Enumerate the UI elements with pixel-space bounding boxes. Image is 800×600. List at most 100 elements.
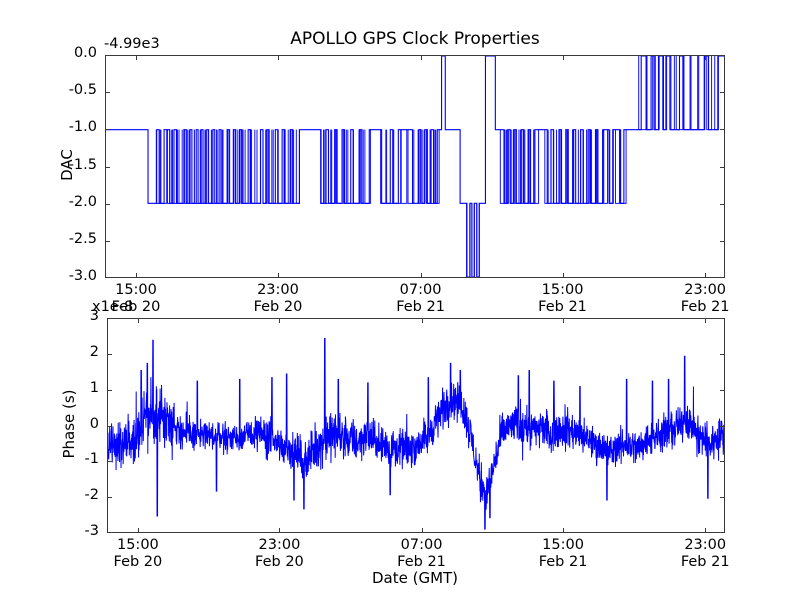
phase-xtick-mark bbox=[705, 528, 707, 533]
dac-step-cluster bbox=[544, 129, 627, 204]
dac-xtick-mark bbox=[563, 273, 565, 278]
dac-step-cluster bbox=[380, 129, 415, 204]
dac-ytick-label: -1.5 bbox=[68, 156, 97, 173]
phase-ytick-label: -2 bbox=[84, 487, 99, 504]
dac-xtick-time: 15:00 bbox=[541, 282, 584, 298]
phase-y-offset-label: x1e-8 bbox=[92, 299, 134, 315]
dac-xtick-mark bbox=[421, 273, 423, 278]
phase-ytick-mark bbox=[720, 426, 725, 428]
dac-ytick-mark bbox=[105, 167, 110, 169]
phase-ytick-mark bbox=[107, 426, 112, 428]
dac-xtick-mark bbox=[563, 55, 565, 60]
dac-ytick-mark bbox=[105, 92, 110, 94]
phase-xtick-label: 15:00 Feb 21 bbox=[511, 537, 615, 570]
dac-step-cluster bbox=[320, 129, 371, 204]
phase-ytick-mark bbox=[107, 461, 112, 463]
phase-xtick-label: 23:00 Feb 21 bbox=[653, 537, 757, 570]
phase-xtick-date: Feb 21 bbox=[538, 554, 588, 570]
dac-xtick-mark bbox=[136, 273, 138, 278]
dac-ytick-label: -2.5 bbox=[68, 230, 97, 247]
phase-xtick-label: 15:00 Feb 20 bbox=[86, 537, 190, 570]
dac-xtick-label: 15:00 Feb 21 bbox=[511, 282, 615, 315]
phase-ytick-label: -3 bbox=[84, 523, 99, 539]
phase-ytick-mark bbox=[720, 390, 725, 392]
phase-ytick-mark bbox=[107, 354, 112, 356]
phase-ytick-mark bbox=[107, 390, 112, 392]
dac-xtick-date: Feb 21 bbox=[396, 299, 445, 315]
dac-ytick-label: -3.0 bbox=[68, 268, 97, 284]
phase-xtick-date: Feb 21 bbox=[680, 554, 730, 570]
dac-xtick-time: 15:00 bbox=[115, 282, 157, 298]
phase-xtick-mark bbox=[422, 528, 424, 533]
phase-xtick-mark bbox=[422, 318, 424, 323]
dac-ytick-label: -2.0 bbox=[68, 193, 97, 210]
phase-xtick-label: 07:00 Feb 21 bbox=[370, 537, 474, 570]
phase-plot-line bbox=[108, 338, 724, 530]
phase-ytick-mark bbox=[720, 354, 725, 356]
phase-xtick-date: Feb 20 bbox=[255, 554, 304, 570]
phase-ytick-mark bbox=[107, 497, 112, 499]
phase-xtick-date: Feb 20 bbox=[113, 554, 163, 570]
phase-ytick-mark bbox=[720, 497, 725, 499]
phase-xtick-mark bbox=[279, 528, 281, 533]
phase-xtick-mark bbox=[279, 318, 281, 323]
phase-axis-ylabel: Phase (s) bbox=[60, 388, 78, 459]
dac-step-cluster bbox=[155, 129, 300, 204]
dac-ytick-label: -0.5 bbox=[68, 82, 97, 99]
dac-xtick-label: 23:00 Feb 21 bbox=[653, 282, 757, 315]
dac-ytick-mark bbox=[720, 92, 725, 94]
dac-axis-ylabel: DAC bbox=[58, 148, 76, 181]
phase-ytick-label: 1 bbox=[89, 379, 99, 396]
dac-xtick-label: 07:00 Feb 21 bbox=[369, 282, 473, 315]
phase-xtick-time: 07:00 bbox=[400, 537, 443, 553]
dac-ytick-mark bbox=[720, 167, 725, 169]
phase-ytick-mark bbox=[720, 461, 725, 463]
dac-ytick-mark bbox=[105, 129, 110, 131]
dac-plot-line bbox=[106, 56, 724, 277]
dac-ytick-label: -1.0 bbox=[68, 119, 97, 136]
dac-ytick-label: 0.0 bbox=[73, 45, 97, 61]
dac-xtick-time: 07:00 bbox=[399, 282, 442, 298]
dac-xtick-time: 23:00 bbox=[257, 282, 299, 298]
dac-step-cluster bbox=[638, 56, 719, 131]
phase-ytick-label: -1 bbox=[84, 451, 99, 468]
phase-xtick-mark bbox=[705, 318, 707, 323]
dac-step-path bbox=[106, 56, 724, 277]
dac-xtick-time: 23:00 bbox=[684, 282, 727, 298]
dac-xtick-mark bbox=[136, 55, 138, 60]
dac-xtick-date: Feb 21 bbox=[680, 299, 730, 315]
dac-xtick-date: Feb 20 bbox=[253, 299, 303, 315]
phase-xtick-mark bbox=[563, 318, 565, 323]
dac-step-cluster bbox=[466, 203, 480, 277]
dac-axes bbox=[105, 55, 725, 278]
dac-xtick-label: 23:00 Feb 20 bbox=[226, 282, 330, 315]
phase-axis-xlabel: Date (GMT) bbox=[371, 569, 459, 587]
dac-xtick-mark bbox=[421, 55, 423, 60]
dac-ytick-mark bbox=[105, 204, 110, 206]
dac-xtick-label: 15:00 Feb 20 bbox=[84, 282, 188, 315]
phase-xtick-mark bbox=[563, 528, 565, 533]
dac-y-offset-label: -4.99e3 bbox=[104, 36, 160, 52]
dac-xtick-date: Feb 21 bbox=[538, 299, 587, 315]
phase-xtick-mark bbox=[138, 528, 140, 533]
phase-noise-path bbox=[108, 338, 724, 530]
phase-xtick-time: 23:00 bbox=[258, 537, 301, 553]
phase-ytick-label: 2 bbox=[89, 343, 99, 360]
dac-xtick-date: Feb 20 bbox=[111, 299, 161, 315]
dac-xtick-mark bbox=[705, 273, 707, 278]
dac-step-cluster bbox=[417, 129, 440, 204]
dac-ytick-mark bbox=[105, 241, 110, 243]
phase-xtick-label: 23:00 Feb 20 bbox=[227, 537, 331, 570]
dac-xtick-mark bbox=[705, 55, 707, 60]
phase-xtick-mark bbox=[138, 318, 140, 323]
dac-ytick-mark bbox=[720, 204, 725, 206]
phase-xtick-time: 23:00 bbox=[684, 537, 727, 553]
phase-axes bbox=[107, 318, 725, 533]
phase-xtick-time: 15:00 bbox=[116, 537, 159, 553]
phase-xtick-date: Feb 21 bbox=[397, 554, 446, 570]
dac-step-cluster bbox=[499, 129, 540, 204]
phase-xtick-time: 15:00 bbox=[542, 537, 584, 553]
dac-ytick-mark bbox=[720, 241, 725, 243]
dac-xtick-mark bbox=[278, 55, 280, 60]
